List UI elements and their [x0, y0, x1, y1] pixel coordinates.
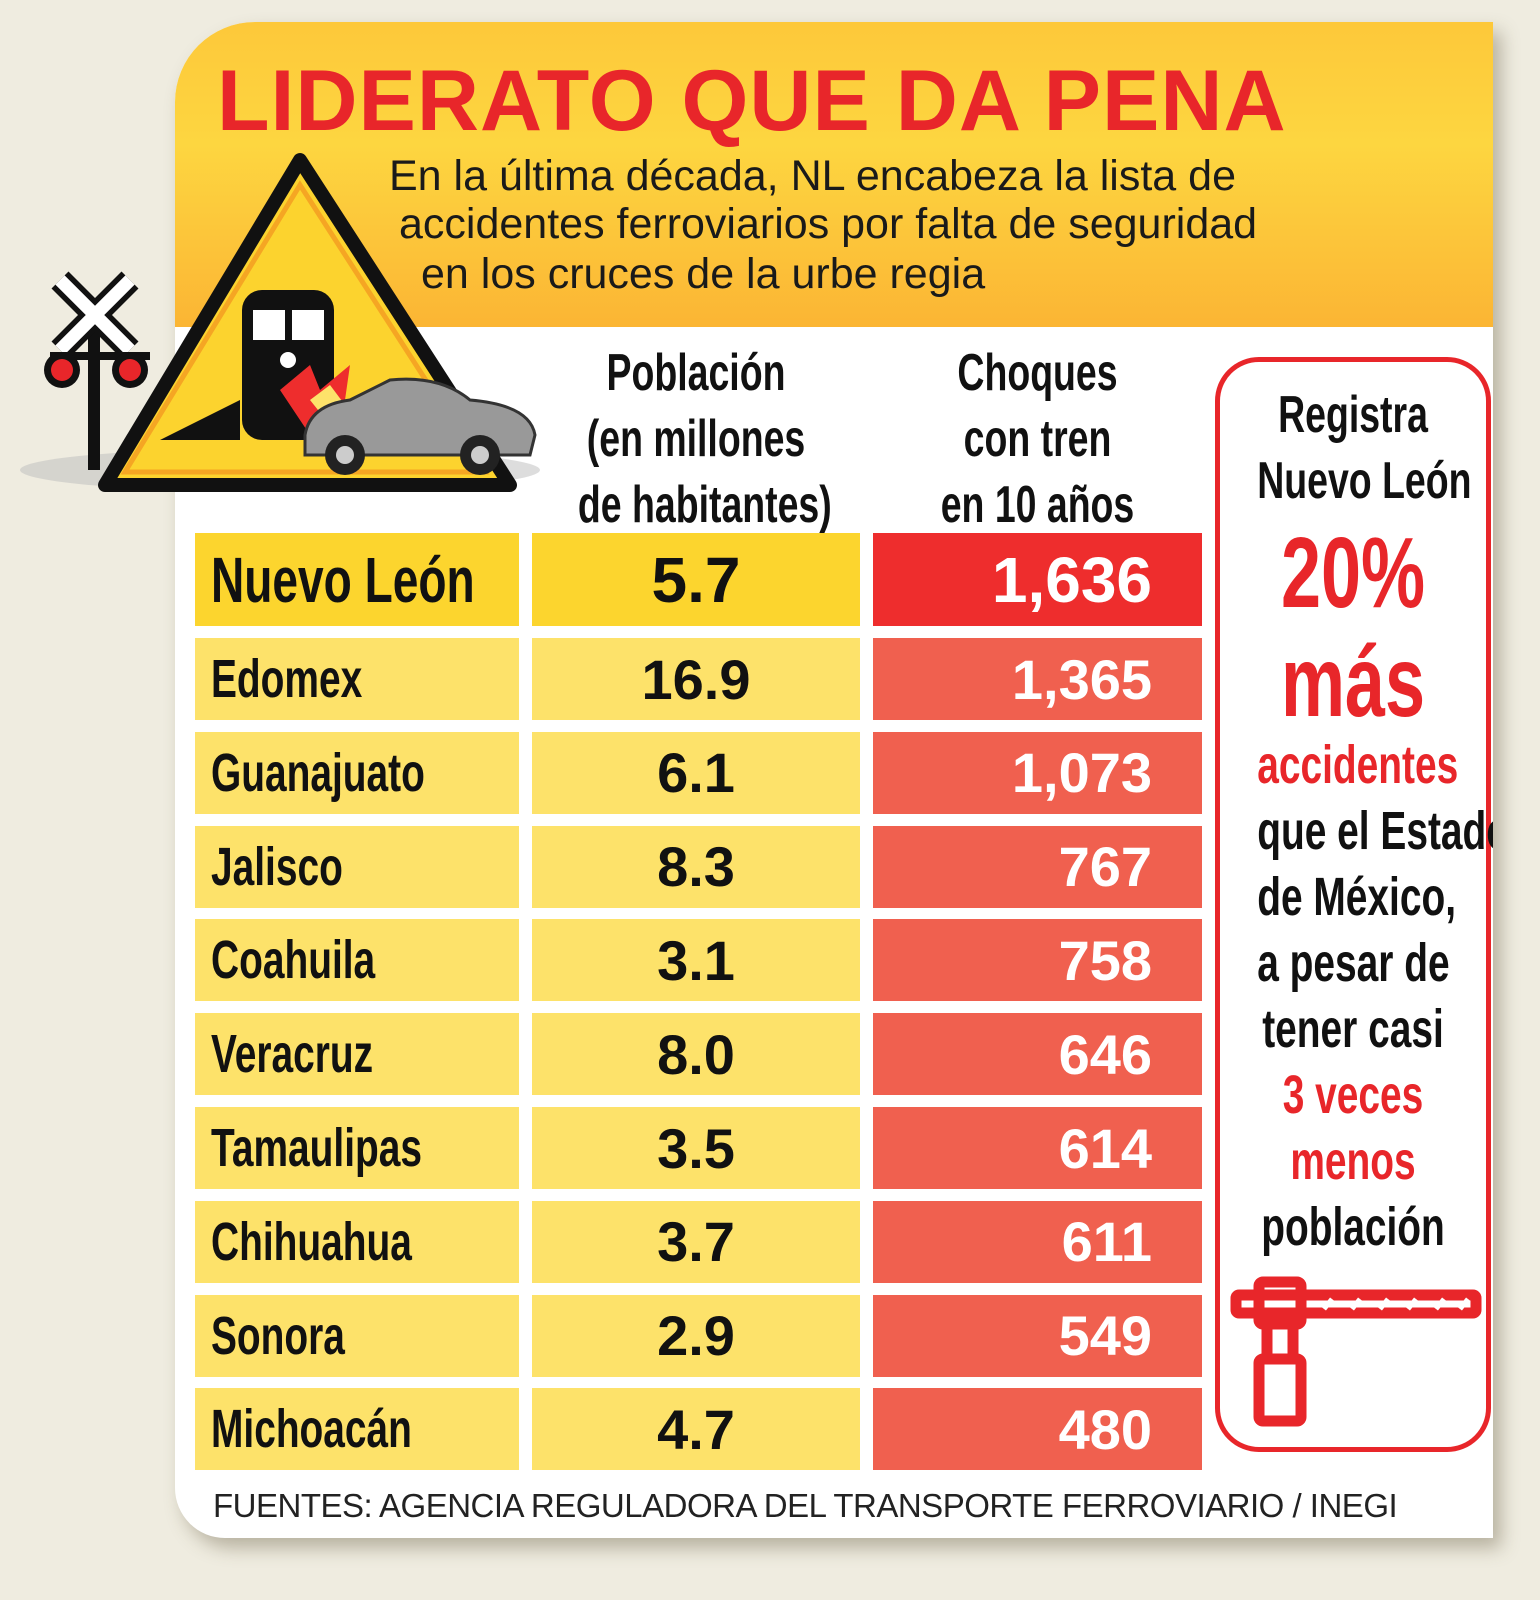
railroad-crossing-sign-icon	[44, 271, 150, 470]
header-line: (en millones	[586, 410, 806, 468]
callout-text: accidentes	[1257, 735, 1459, 795]
callout-box: Registra Nuevo León 20% más accidentes q…	[1215, 357, 1493, 1452]
crashes-cell: 767	[873, 825, 1202, 908]
state-name: Chihuahua	[211, 1211, 412, 1272]
callout-text: menos	[1290, 1131, 1416, 1191]
callout-text: que el Estado	[1257, 801, 1493, 861]
crashes-value: 1,365	[1011, 647, 1152, 711]
crashes-cell: 1,073	[873, 731, 1202, 814]
header-line: de habitantes)	[577, 476, 832, 534]
crashes-value: 1,636	[991, 543, 1152, 616]
crashes-value: 646	[1058, 1022, 1152, 1086]
crashes-value: 480	[1058, 1397, 1152, 1461]
header-line: en 10 años	[940, 476, 1135, 534]
population-value: 3.5	[657, 1116, 735, 1180]
header-line: con tren	[963, 410, 1112, 468]
header-line: Población	[606, 344, 786, 402]
population-cell: 3.5	[532, 1107, 860, 1189]
population-value: 5.7	[651, 543, 741, 616]
callout-text: 3 veces	[1282, 1065, 1424, 1125]
population-cell: 4.7	[532, 1388, 860, 1471]
state-name: Veracruz	[211, 1024, 374, 1085]
state-name: Guanajuato	[211, 742, 425, 803]
callout-text: de México,	[1257, 867, 1457, 927]
crashes-cell: 758	[873, 919, 1202, 1002]
crashes-value: 767	[1058, 835, 1152, 899]
crashes-cell: 549	[873, 1294, 1202, 1377]
state-cell: Chihuahua	[195, 1200, 519, 1283]
header: LIDERATO QUE DA PENA En la última década…	[175, 22, 1493, 327]
population-value: 16.9	[641, 647, 751, 711]
crashes-cell: 480	[873, 1388, 1202, 1471]
header-line: Choques	[957, 344, 1118, 402]
subtitle-line: accidentes ferroviarios por falta de seg…	[399, 200, 1258, 248]
callout-text: tener casi	[1262, 999, 1444, 1059]
crashes-cell: 646	[873, 1013, 1202, 1096]
callout-percent: 20%	[1280, 517, 1426, 629]
state-name: Michoacán	[211, 1399, 412, 1460]
state-name: Coahuila	[211, 930, 376, 991]
callout-text: Registra	[1278, 386, 1428, 444]
callout-text: Nuevo León	[1257, 452, 1472, 510]
population-cell: 5.7	[532, 533, 860, 626]
crossing-barrier-icon	[1230, 1276, 1482, 1427]
infographic-card: LIDERATO QUE DA PENA En la última década…	[175, 22, 1493, 1538]
state-name: Jalisco	[211, 836, 343, 897]
population-cell: 6.1	[532, 731, 860, 814]
subtitle-line: en los cruces de la urbe regia	[421, 250, 986, 298]
population-cell: 8.3	[532, 825, 860, 908]
crashes-value: 614	[1058, 1116, 1152, 1180]
state-name: Edomex	[211, 649, 363, 709]
crashes-value: 758	[1058, 928, 1152, 992]
crashes-cell: 1,636	[873, 533, 1202, 626]
population-value: 2.9	[657, 1304, 735, 1368]
state-cell: Tamaulipas	[195, 1107, 519, 1189]
sources-footer: FUENTES: AGENCIA REGULADORA DEL TRANSPOR…	[213, 1487, 1398, 1524]
population-value: 4.7	[657, 1397, 735, 1461]
train-car-warning-triangle-icon	[20, 153, 540, 492]
population-cell: 16.9	[532, 638, 860, 720]
state-name: Sonora	[211, 1305, 345, 1366]
state-cell: Coahuila	[195, 919, 519, 1002]
state-cell: Sonora	[195, 1294, 519, 1377]
state-cell: Veracruz	[195, 1013, 519, 1096]
column-header-crashes: Choques con tren en 10 años	[873, 340, 1202, 538]
callout-text: población	[1261, 1197, 1445, 1257]
title: LIDERATO QUE DA PENA	[217, 53, 1287, 149]
column-header-population: Población (en millones de habitantes)	[532, 340, 860, 538]
crashes-cell: 614	[873, 1107, 1202, 1189]
population-value: 6.1	[657, 741, 735, 805]
state-cell: Michoacán	[195, 1388, 519, 1471]
state-cell: Guanajuato	[195, 731, 519, 814]
state-name: Tamaulipas	[211, 1118, 423, 1178]
population-cell: 8.0	[532, 1013, 860, 1096]
crashes-cell: 611	[873, 1200, 1202, 1283]
callout-text: a pesar de	[1257, 933, 1450, 993]
state-cell: Nuevo León	[195, 533, 519, 626]
crashes-value: 549	[1058, 1304, 1152, 1368]
population-cell: 2.9	[532, 1294, 860, 1377]
population-value: 3.7	[657, 1210, 735, 1274]
state-name: Nuevo León	[211, 543, 475, 616]
crashes-cell: 1,365	[873, 638, 1202, 720]
crashes-value: 611	[1061, 1210, 1152, 1274]
population-value: 8.0	[657, 1022, 735, 1086]
subtitle-line: En la última década, NL encabeza la list…	[389, 152, 1236, 200]
population-value: 8.3	[657, 835, 735, 899]
state-cell: Edomex	[195, 638, 519, 720]
population-cell: 3.7	[532, 1200, 860, 1283]
state-cell: Jalisco	[195, 825, 519, 908]
population-cell: 3.1	[532, 919, 860, 1002]
population-value: 3.1	[657, 928, 735, 992]
callout-mas: más	[1280, 626, 1426, 738]
crashes-value: 1,073	[1011, 741, 1152, 805]
